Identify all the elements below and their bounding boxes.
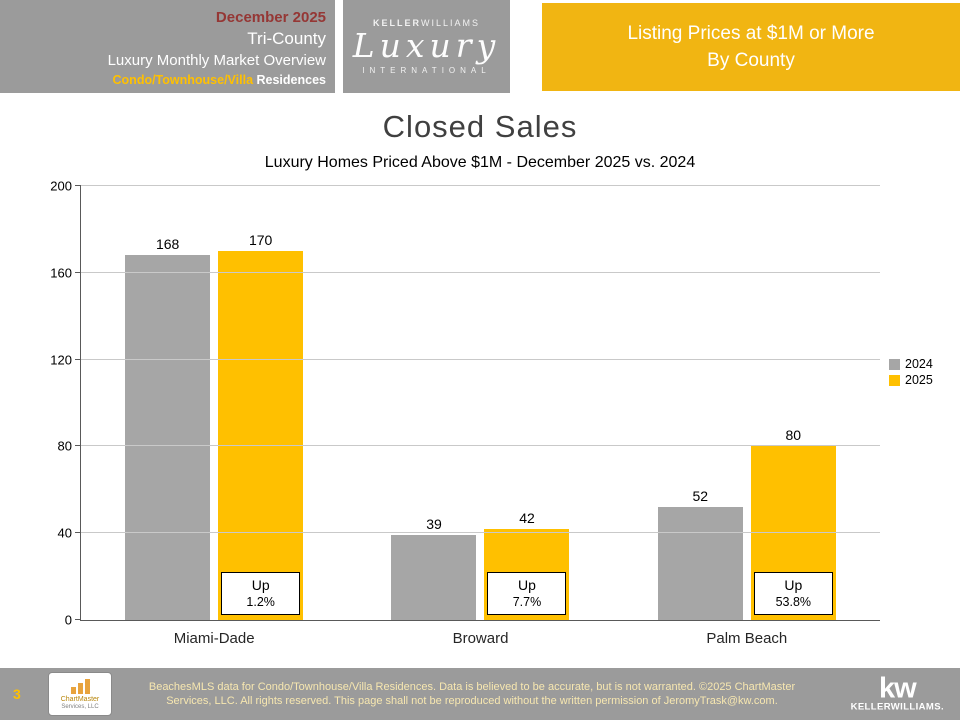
bar-2025	[218, 251, 304, 620]
chartmaster-name: ChartMaster	[60, 696, 100, 703]
footer: 3 ChartMaster Services, LLC BeachesMLS d…	[0, 668, 960, 720]
y-tick-label: 40	[57, 525, 72, 541]
chart-x-axis: Miami-Dade Broward Palm Beach	[81, 630, 880, 647]
bar-column: 39	[391, 186, 477, 620]
y-tickmark	[75, 185, 81, 186]
legend-item-2025: 2025	[889, 373, 933, 387]
chart-legend: 2024 2025	[889, 355, 933, 389]
x-category-label: Miami-Dade	[173, 630, 255, 647]
chartmaster-bar	[77, 683, 83, 694]
bar-column: 52	[657, 186, 743, 620]
header-residence-type-gold: Condo/Townhouse/Villa	[112, 73, 254, 87]
annotation-percent: 1.2%	[246, 595, 275, 609]
bar-groups: 168 170 Up 1.2% 39 42 Up 7.7% 52 80 Up 53.8%	[81, 186, 880, 620]
disclaimer: BeachesMLS data for Condo/Townhouse/Vill…	[122, 680, 822, 708]
bar-value-label: 52	[692, 488, 709, 505]
banner-line2: By County	[707, 50, 795, 71]
bar-value-label: 39	[426, 516, 442, 533]
kw-luxury-logo: KELLERWILLIAMS Luxury INTERNATIONAL	[343, 0, 510, 93]
chart-subtitle: Luxury Homes Priced Above $1M - December…	[264, 154, 696, 171]
gridline	[81, 445, 880, 447]
gridline	[81, 532, 880, 534]
y-tick-label: 80	[57, 438, 72, 454]
y-tickmark	[75, 445, 81, 447]
header-banner: Listing Prices at $1M or More By County	[542, 3, 960, 91]
bar-column: 42	[484, 186, 570, 620]
annotation-direction: Up	[518, 577, 536, 593]
gridline	[81, 358, 880, 360]
header-residence-type-white: Residences	[253, 73, 327, 87]
kw-name: KELLERWILLIAMS.	[850, 701, 944, 713]
legend-label: 2024	[905, 357, 933, 371]
bar-group-broward: 39 42 Up 7.7%	[347, 186, 613, 620]
y-tickmark	[75, 532, 81, 534]
bar-column: 170	[218, 186, 304, 620]
chart-title: Closed Sales	[382, 109, 578, 144]
y-tick-label: 0	[64, 612, 72, 628]
annotation-direction: Up	[784, 577, 803, 593]
header-left-panel: December 2025 Tri-County Luxury Monthly …	[0, 0, 335, 93]
x-category-label: Broward	[452, 630, 509, 647]
chartmaster-bar	[84, 679, 90, 694]
kw-mark: kw	[878, 672, 917, 705]
gridline	[81, 271, 880, 273]
kw-luxury-logo-international: INTERNATIONAL	[362, 66, 491, 75]
header: December 2025 Tri-County Luxury Monthly …	[0, 0, 960, 93]
bar-2024	[391, 535, 477, 620]
legend-label: 2025	[905, 373, 933, 387]
bar-2024	[657, 507, 743, 620]
annotation-direction: Up	[251, 577, 270, 593]
bar-2024	[125, 255, 211, 620]
change-annotation: Up 7.7%	[487, 572, 567, 615]
main-content: Closed Sales Luxury Homes Priced Above $…	[0, 93, 960, 172]
keller-williams-logo: kw KELLERWILLIAMS.	[850, 672, 944, 713]
annotation-percent: 7.7%	[512, 595, 542, 609]
header-region: Tri-County	[247, 29, 326, 48]
chartmaster-bar	[70, 687, 76, 694]
header-residence-type: Condo/Townhouse/Villa Residences	[0, 71, 326, 90]
y-tickmark	[75, 619, 81, 620]
kw-luxury-logo-brand-light: WILLIAMS	[420, 18, 480, 28]
page-number: 3	[13, 686, 21, 702]
kw-luxury-logo-script: Luxury	[352, 26, 501, 65]
banner-line1: Listing Prices at $1M or More	[627, 23, 875, 44]
bar-group-palm-beach: 52 80 Up 53.8%	[614, 186, 880, 620]
chartmaster-logo: ChartMaster Services, LLC	[48, 672, 112, 716]
bar-value-label: 80	[785, 427, 802, 444]
bar-value-label: 170	[248, 232, 273, 249]
legend-item-2024: 2024	[889, 357, 933, 371]
chartmaster-company: Services, LLC	[61, 704, 99, 710]
y-tick-label: 200	[50, 178, 72, 194]
change-annotation: Up 1.2%	[221, 572, 301, 615]
change-annotation: Up 53.8%	[753, 572, 833, 615]
kw-luxury-logo-brand: KELLERWILLIAMS	[373, 18, 480, 28]
legend-swatch	[889, 374, 900, 386]
header-date: December 2025	[215, 9, 326, 26]
y-tickmark	[75, 271, 81, 273]
disclaimer-line1: BeachesMLS data for Condo/Townhouse/Vill…	[148, 681, 796, 693]
x-category-label: Palm Beach	[706, 630, 788, 647]
chartmaster-bars-icon	[70, 677, 90, 694]
y-tick-label: 160	[50, 265, 72, 281]
header-report-title: Luxury Monthly Market Overview	[107, 52, 326, 69]
kw-luxury-logo-brand-bold: KELLER	[372, 18, 421, 28]
bar-column: 168	[125, 186, 211, 620]
bar-column: 80	[750, 186, 836, 620]
bar-value-label: 168	[155, 236, 180, 253]
y-tick-label: 120	[50, 352, 72, 368]
gridline	[81, 185, 880, 186]
annotation-percent: 53.8%	[775, 595, 812, 609]
chart-plot: 168 170 Up 1.2% 39 42 Up 7.7% 52 80 Up 53.8% Miami-…	[50, 179, 933, 648]
legend-swatch	[889, 358, 900, 370]
disclaimer-line2: Services, LLC. All rights reserved. This…	[166, 695, 778, 707]
y-tickmark	[75, 358, 81, 360]
bar-group-miami-dade: 168 170 Up 1.2%	[81, 186, 347, 620]
bar-value-label: 42	[519, 509, 535, 526]
